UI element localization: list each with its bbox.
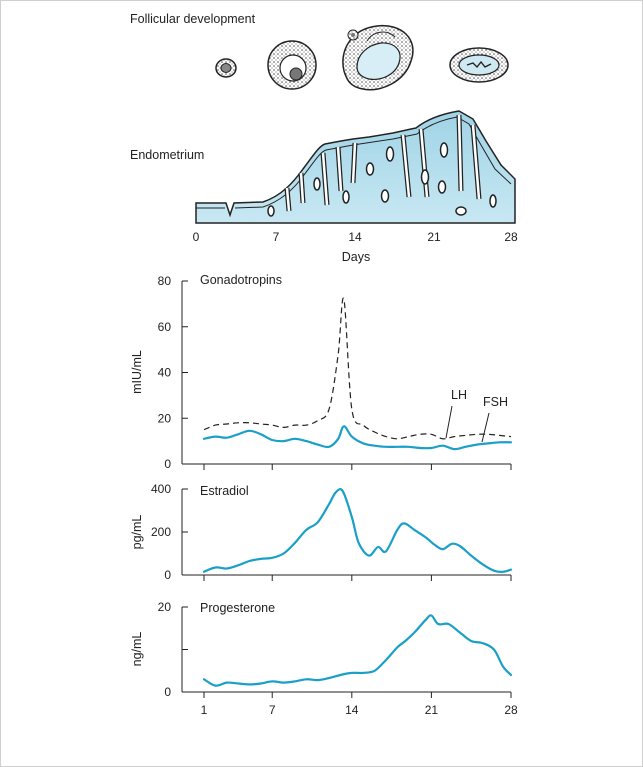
lh-legend-label: LH	[451, 388, 467, 402]
gonadotropins-ylabel: mIU/mL	[130, 350, 144, 394]
endometrium-illustration	[195, 110, 516, 224]
estradiol-series-line	[202, 488, 513, 573]
x-tick-label: 21	[425, 703, 439, 717]
estradiol-x-ticks	[203, 575, 512, 581]
progesterone-panel: Progesterone ng/mL 020 1 7 14 21 28	[130, 600, 518, 717]
progesterone-x-ticks	[203, 692, 512, 698]
endo-tick-0: 0	[193, 230, 200, 244]
y-tick-label: 0	[164, 568, 171, 582]
fsh-series-line	[202, 425, 513, 451]
progesterone-ylabel: ng/mL	[130, 632, 144, 667]
y-tick-label: 40	[158, 366, 172, 380]
follicle-ovulating-illustration	[342, 24, 414, 91]
endo-tick-7: 7	[273, 230, 280, 244]
fsh-legend-label: FSH	[483, 395, 508, 409]
endo-tick-14: 14	[348, 230, 362, 244]
lh-leader-line	[445, 405, 453, 439]
progesterone-y-ticks: 0 20	[158, 600, 188, 699]
y-tick-label: 60	[158, 320, 172, 334]
estradiol-ylabel: pg/mL	[130, 515, 144, 550]
y-tick-label: 200	[151, 525, 171, 539]
estradiol-y-ticks: 0 200 400	[151, 482, 188, 582]
x-tick-label: 1	[201, 703, 208, 717]
follicle-antral-illustration	[267, 40, 317, 90]
y-tick-label: 0	[164, 457, 171, 471]
y-tick-label: 20	[158, 600, 172, 614]
progesterone-x-tick-labels: 1 7 14 21 28	[201, 703, 518, 717]
lh-series-line	[203, 297, 512, 440]
endometrium-label: Endometrium	[130, 148, 204, 162]
y-tick-label: 400	[151, 482, 171, 496]
estradiol-title: Estradiol	[200, 484, 249, 498]
gonadotropins-y-ticks: 0 20 40 60 80	[158, 274, 188, 471]
gonadotropins-panel: Gonadotropins mIU/mL 0 20 40 60 80 LH FSH	[130, 273, 513, 471]
endo-tick-28: 28	[504, 230, 518, 244]
follicle-primordial-illustration	[215, 58, 237, 78]
y-tick-label: 20	[158, 411, 172, 425]
y-tick-label: 0	[164, 685, 171, 699]
estradiol-panel: Estradiol pg/mL 0 200 400	[130, 482, 513, 582]
gonadotropins-x-ticks	[203, 464, 512, 470]
days-label: Days	[342, 250, 370, 264]
progesterone-series-line	[202, 614, 513, 687]
y-tick-label: 80	[158, 274, 172, 288]
corpus-luteum-illustration	[449, 47, 509, 83]
endo-tick-21: 21	[427, 230, 441, 244]
follicular-label: Follicular development	[130, 12, 256, 26]
progesterone-title: Progesterone	[200, 601, 275, 615]
gonadotropins-title: Gonadotropins	[200, 273, 282, 287]
endometrium-day-axis: 0 7 14 21 28 Days	[193, 222, 518, 264]
fsh-leader-line	[481, 412, 490, 443]
x-tick-label: 7	[269, 703, 276, 717]
x-tick-label: 28	[504, 703, 518, 717]
x-tick-label: 14	[345, 703, 359, 717]
